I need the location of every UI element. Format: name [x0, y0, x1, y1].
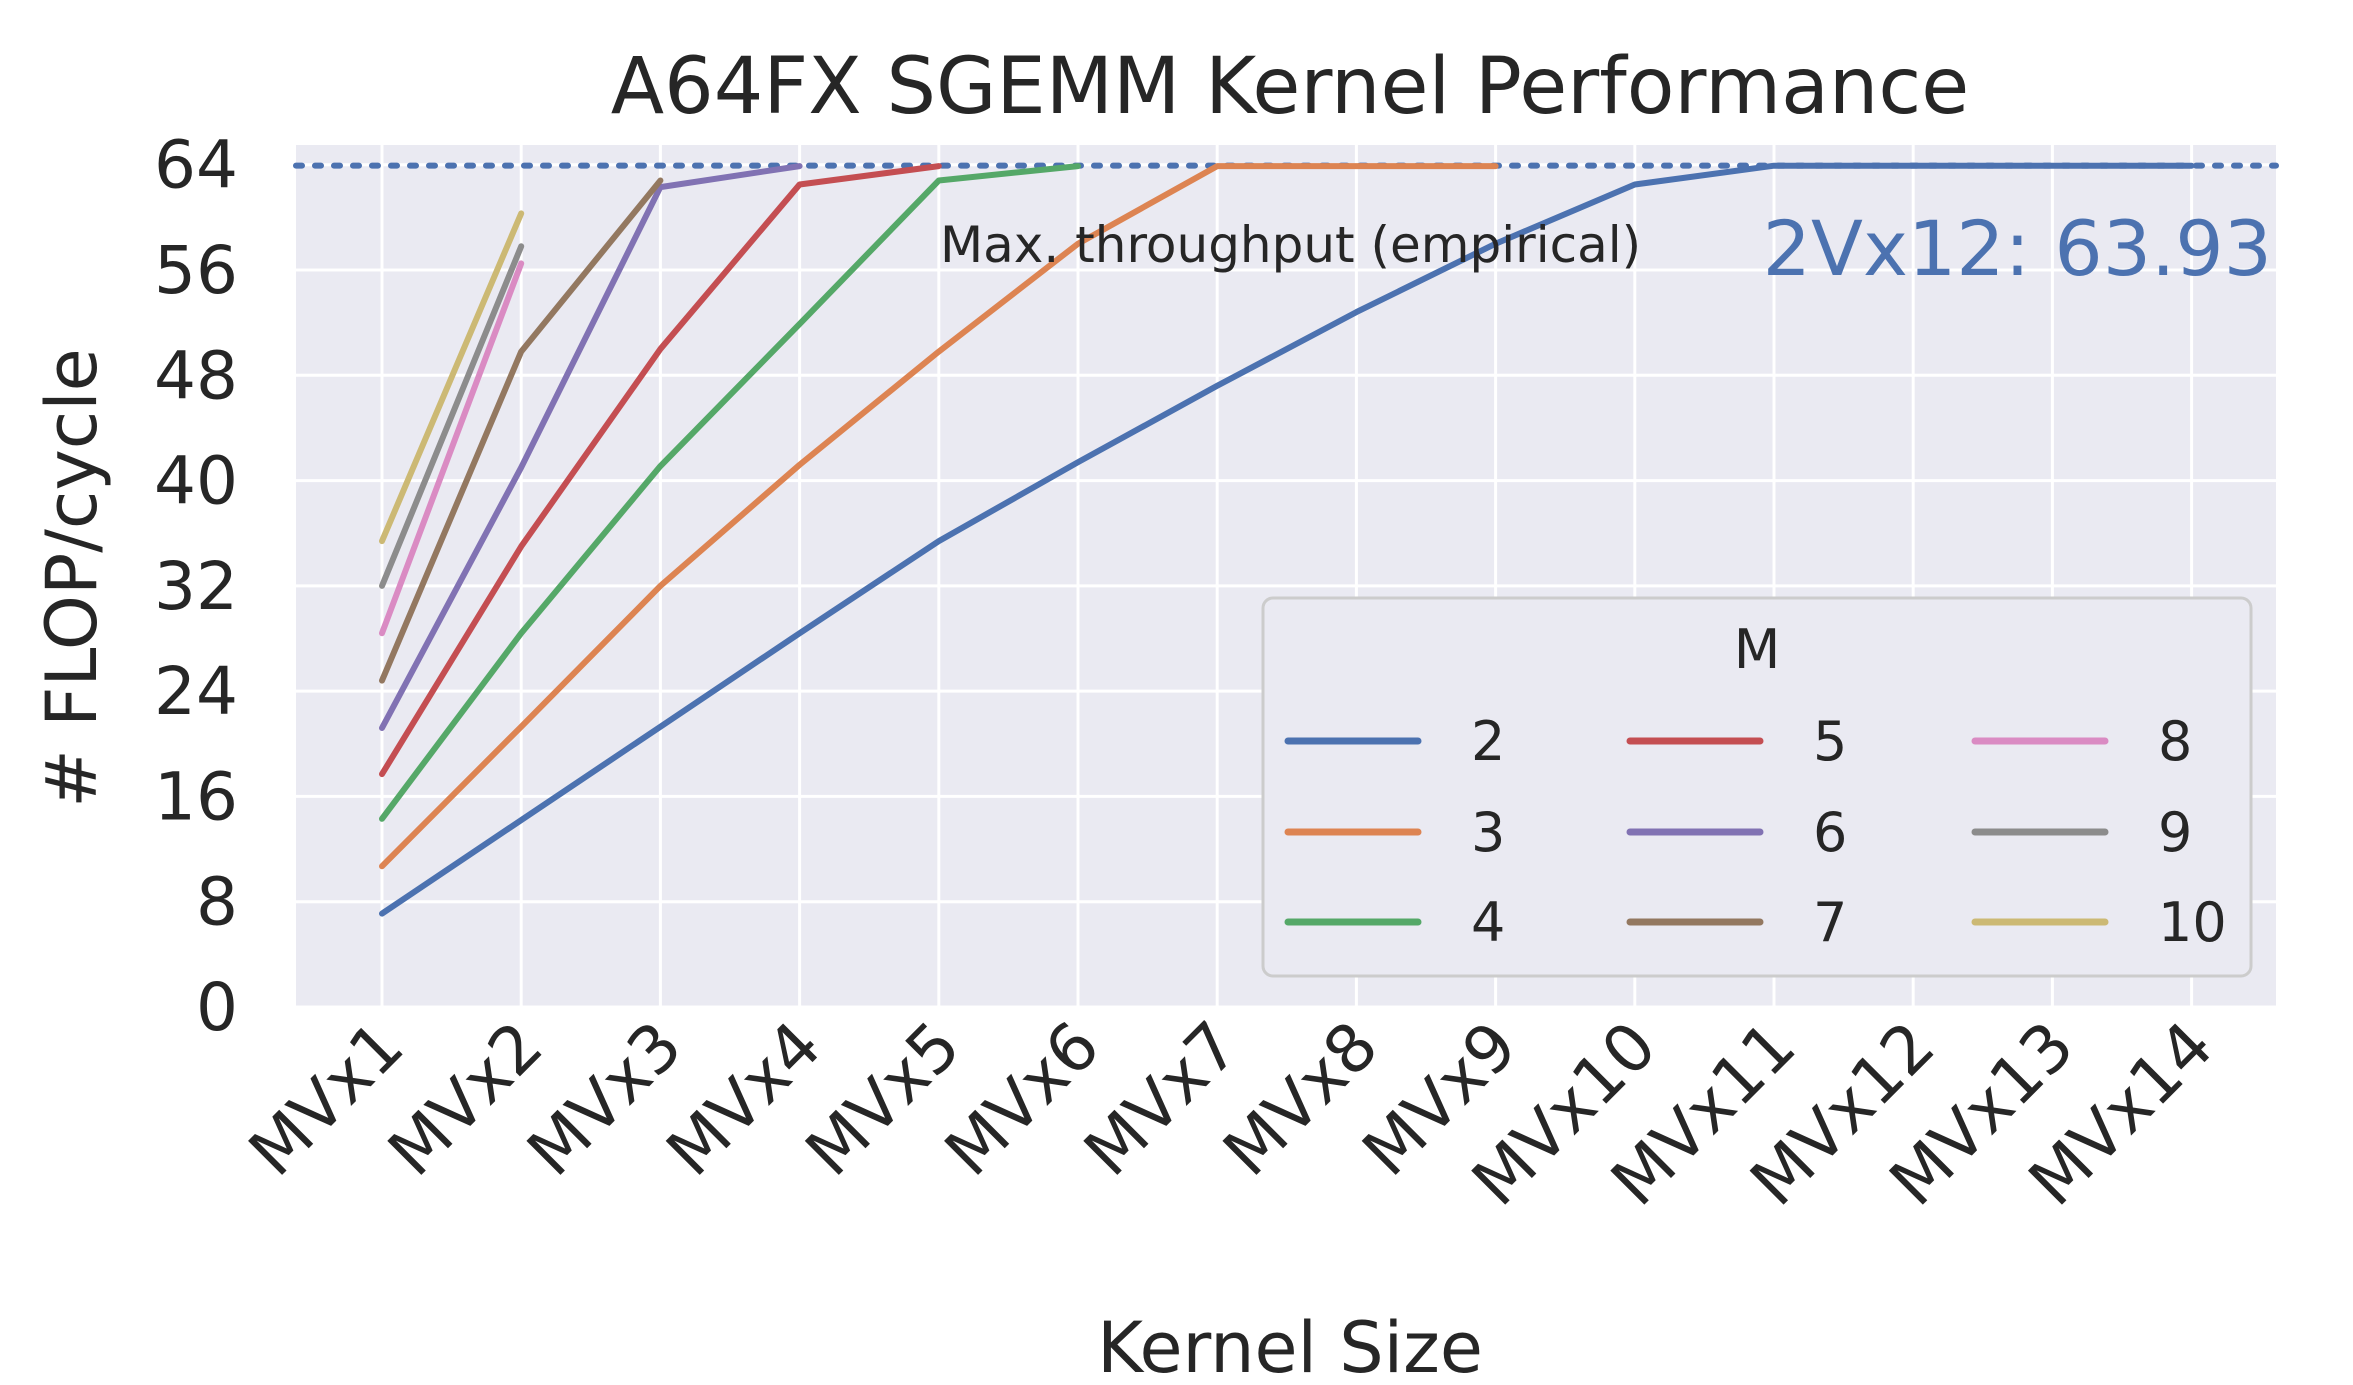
x-tick-label: MVx7	[1070, 1007, 1254, 1191]
legend-items: 2 3 4 5 6 7 8 9 10	[1284, 710, 2227, 954]
x-tick-label: MVx3	[513, 1007, 697, 1191]
legend-title: M	[1734, 618, 1781, 681]
x-tick-label: MVx8	[1209, 1007, 1393, 1191]
series-line-m7	[379, 177, 664, 684]
y-tick-label: 0	[196, 969, 238, 1046]
series-line-m9	[379, 243, 525, 589]
legend-label-m3: 3	[1471, 801, 1505, 864]
y-axis-ticks: 0 8 16 24 32 40 48 56 64	[154, 127, 238, 1046]
y-tick-label: 16	[154, 758, 238, 835]
legend: M 2 3 4 5 6 7 8 9 10	[1261, 596, 2253, 978]
y-tick-label: 24	[154, 653, 238, 730]
series-line-m10	[379, 210, 525, 545]
x-tick-label: MVx5	[791, 1007, 975, 1191]
x-tick-label: MVx1	[234, 1007, 418, 1191]
chart-title: A64FX SGEMM Kernel Performance	[611, 42, 1969, 132]
y-axis-label: # FLOP/cycle	[31, 348, 113, 807]
legend-label-m6: 6	[1813, 801, 1847, 864]
y-tick-label: 32	[154, 548, 238, 625]
x-axis-ticks: MVx1MVx2MVx3MVx4MVx5MVx6MVx7MVx8MVx9MVx1…	[234, 1007, 2228, 1221]
y-tick-label: 40	[154, 443, 238, 520]
series-line-m2	[379, 162, 2195, 917]
x-tick-label: MVx4	[652, 1007, 836, 1191]
y-tick-label: 56	[154, 232, 238, 309]
series-line-m4	[379, 163, 1081, 822]
reference-line-label: Max. throughput (empirical)	[940, 216, 1641, 274]
legend-label-m10: 10	[2158, 891, 2227, 954]
legend-box	[1261, 596, 2253, 978]
legend-label-m8: 8	[2158, 710, 2192, 773]
series-line-m8	[379, 260, 525, 637]
series-line-m6	[379, 163, 803, 731]
legend-label-m4: 4	[1471, 891, 1505, 954]
legend-label-m2: 2	[1471, 710, 1505, 773]
legend-label-m9: 9	[2158, 801, 2192, 864]
x-tick-label: MVx2	[374, 1007, 558, 1191]
y-tick-label: 64	[154, 127, 238, 204]
legend-label-m5: 5	[1813, 710, 1847, 773]
best-kernel-annotation: 2Vx12: 63.93	[1763, 204, 2272, 293]
x-tick-label: MVx6	[930, 1007, 1114, 1191]
series-line-m5	[379, 163, 942, 778]
series-line-m3	[379, 163, 1499, 870]
x-axis-label: Kernel Size	[1097, 1307, 1483, 1385]
y-tick-label: 8	[196, 864, 238, 941]
legend-label-m7: 7	[1813, 891, 1847, 954]
series-lines	[379, 162, 2195, 917]
y-tick-label: 48	[154, 337, 238, 414]
